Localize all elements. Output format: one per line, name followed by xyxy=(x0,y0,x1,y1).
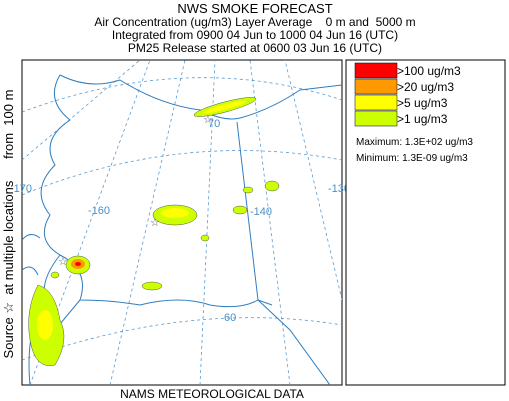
side-label: Source ☆ at multiple locations from 100 … xyxy=(1,90,16,359)
map-label: 60 xyxy=(224,312,236,324)
footer: NAMS METEOROLOGICAL DATA xyxy=(120,387,304,401)
graticule xyxy=(22,60,141,161)
source-star: ☆ xyxy=(58,256,68,268)
map-label: -130 xyxy=(328,183,350,195)
graticule xyxy=(22,317,342,361)
map: ☆ ☆ ☆ -170 -160 -140 -130 70 60 xyxy=(10,59,350,386)
legend-label: >1 ug/m3 xyxy=(397,112,448,126)
map-label: -160 xyxy=(88,205,110,217)
source-star: ☆ xyxy=(203,114,213,126)
legend-swatch xyxy=(354,110,398,127)
border xyxy=(236,121,273,306)
subtitle: Integrated from 0900 04 Jun to 1000 04 J… xyxy=(112,28,398,42)
legend-swatch xyxy=(354,78,398,95)
graticule xyxy=(22,77,342,113)
legend-max: Maximum: 1.3E+02 ug/m3 xyxy=(356,137,473,148)
legend-label: >100 ug/m3 xyxy=(397,64,461,78)
graticule xyxy=(22,150,342,196)
map-label: -140 xyxy=(250,206,272,218)
legend: Maximum: 1.3E+02 ug/m3 Minimum: 1.3E-09 … xyxy=(345,59,506,386)
legend-label: >20 ug/m3 xyxy=(397,80,454,94)
legend-swatch xyxy=(354,94,398,111)
graticule xyxy=(29,60,151,385)
map-label: -170 xyxy=(10,183,32,195)
coastline xyxy=(22,234,41,276)
legend-swatch xyxy=(354,62,398,79)
subtitle: Air Concentration (ug/m3) Layer Average … xyxy=(94,15,415,29)
legend-min: Minimum: 1.3E-09 ug/m3 xyxy=(356,153,468,164)
graticule xyxy=(284,60,342,301)
title: NWS SMOKE FORECAST xyxy=(177,1,332,16)
subtitle: PM25 Release started at 0600 03 Jun 16 (… xyxy=(128,41,382,55)
graticule xyxy=(249,60,291,385)
graticule xyxy=(109,60,186,385)
coastline xyxy=(59,254,331,385)
coastline xyxy=(59,74,342,120)
map-label: 70 xyxy=(208,118,220,130)
smoke: ☆ ☆ ☆ xyxy=(28,97,280,366)
legend-label: >5 ug/m3 xyxy=(397,96,448,110)
source-star: ☆ xyxy=(150,217,160,229)
